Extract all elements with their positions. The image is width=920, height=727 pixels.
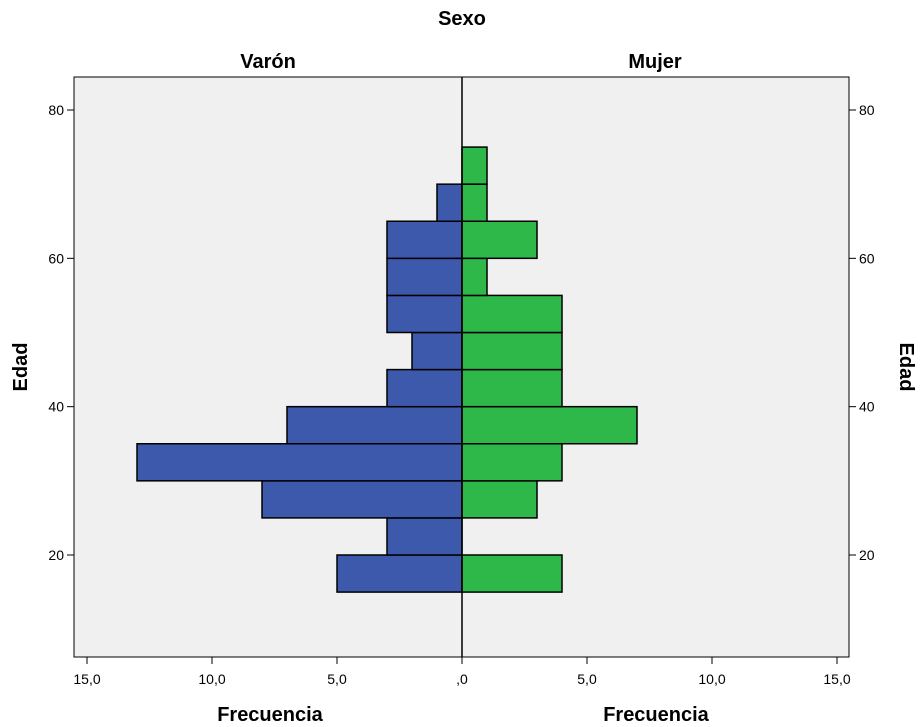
bar-mujer-70 [461, 146, 488, 185]
y-axis-label-right: Edad [895, 343, 917, 392]
x-tick-label: ,0 [456, 671, 468, 687]
y-ticks-group: 20 20 40 40 60 60 80 80 [48, 102, 874, 563]
bar-varon-40 [386, 368, 463, 408]
x-axis-label-right: Frecuencia [603, 704, 709, 726]
panel-label-varon: Varón [240, 51, 296, 73]
bar-varon-35 [286, 405, 463, 445]
x-axis-label-left: Frecuencia [217, 704, 323, 726]
y-tick-label-left: 80 [48, 102, 64, 118]
bar-varon-50 [386, 294, 463, 334]
bar-mujer-55 [461, 257, 488, 297]
bar-mujer-40 [461, 368, 563, 408]
bar-mujer-50 [461, 294, 563, 334]
bar-mujer-15 [461, 554, 563, 593]
bar-varon-65 [436, 183, 463, 223]
x-tick-label: 10,0 [698, 671, 725, 687]
y-axis-label-left: Edad [10, 343, 32, 392]
y-tick-label-right: 60 [859, 250, 875, 266]
bar-varon-20 [386, 517, 463, 556]
bar-varon-45 [411, 331, 463, 371]
x-tick-label: 15,0 [823, 671, 850, 687]
bar-varon-30 [136, 443, 463, 482]
bars-group [136, 146, 638, 593]
bar-mujer-45 [461, 331, 563, 371]
y-tick-label-right: 20 [859, 547, 875, 563]
x-tick-label: 5,0 [577, 671, 597, 687]
bar-varon-25 [261, 480, 463, 519]
x-tick-label: 10,0 [198, 671, 225, 687]
y-tick-label-left: 60 [48, 250, 64, 266]
bar-mujer-60 [461, 220, 538, 260]
x-ticks-group: 15,0 10,0 5,0 ,0 5,0 10,0 15,0 [73, 657, 851, 687]
bar-varon-55 [386, 257, 463, 297]
chart-title: Sexo [438, 8, 486, 30]
x-tick-label: 15,0 [73, 671, 100, 687]
bar-mujer-25 [461, 480, 538, 519]
bar-mujer-65 [461, 183, 488, 223]
bar-varon-15 [336, 554, 463, 593]
panel-label-mujer: Mujer [628, 51, 682, 73]
bar-mujer-30 [461, 443, 563, 482]
bar-mujer-35 [461, 405, 638, 445]
y-tick-label-left: 20 [48, 547, 64, 563]
y-tick-label-left: 40 [48, 399, 64, 415]
bar-varon-60 [386, 220, 463, 260]
y-tick-label-right: 80 [859, 102, 875, 118]
x-tick-label: 5,0 [327, 671, 347, 687]
y-tick-label-right: 40 [859, 399, 875, 415]
